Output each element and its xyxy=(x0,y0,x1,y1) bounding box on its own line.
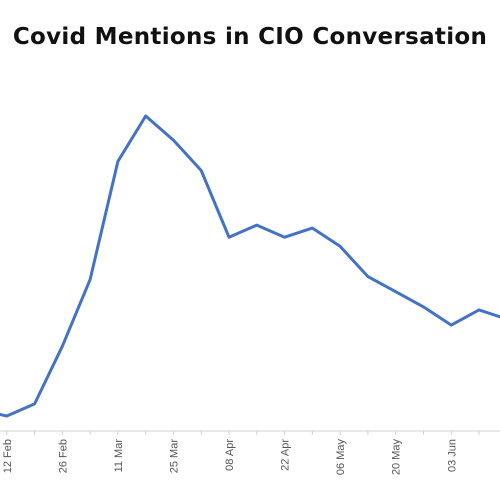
x-tick-label: 22 Apr xyxy=(280,439,292,471)
x-tick-label: 08 Apr xyxy=(224,439,236,471)
x-tick-label: 11 Mar xyxy=(113,439,125,473)
x-tick-label: 03 Jun xyxy=(446,439,458,472)
x-tick-label: 06 May xyxy=(335,439,347,476)
x-tick-label: 20 May xyxy=(391,439,403,476)
x-tick-label: 25 Mar xyxy=(168,439,180,474)
x-tick-label: 26 Feb xyxy=(57,439,69,473)
series-line xyxy=(0,114,500,418)
chart-title: Covid Mentions in CIO Conversation xyxy=(12,24,488,50)
x-tick-label: 12 Feb xyxy=(2,439,14,473)
x-axis-ticks: 12 Feb 26 Feb 11 Mar 25 Mar 08 Apr 22 Apr 06 M… xyxy=(2,431,480,476)
